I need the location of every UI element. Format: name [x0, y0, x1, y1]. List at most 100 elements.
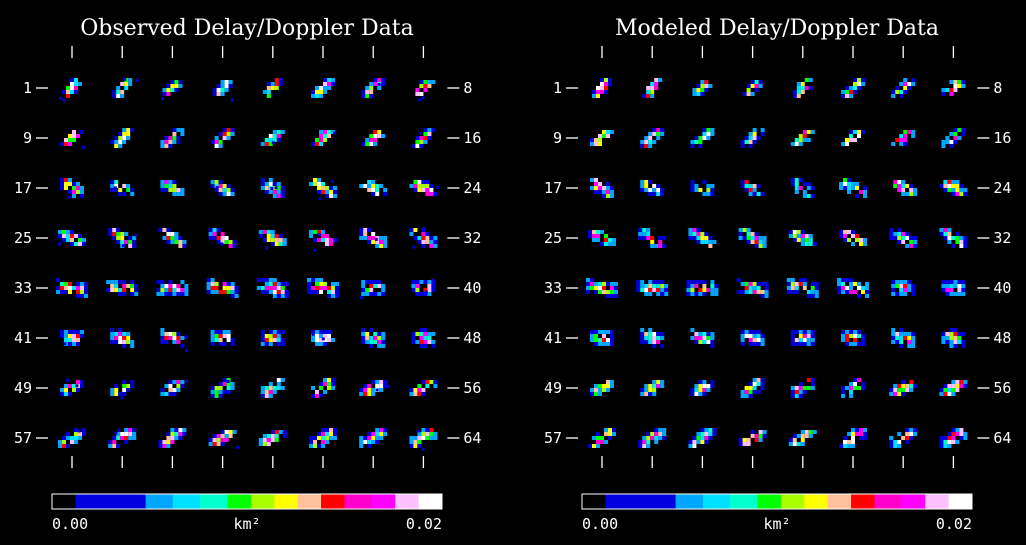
image-pixel [648, 180, 653, 184]
delay-doppler-image [642, 78, 663, 98]
image-pixel [220, 92, 225, 96]
colorbar-swatch [675, 494, 704, 509]
image-pixel [590, 334, 594, 338]
image-pixel [164, 144, 169, 148]
row-label-left: 33 [544, 279, 562, 297]
image-pixel [122, 388, 127, 392]
delay-doppler-image [58, 428, 86, 448]
image-pixel [845, 90, 849, 94]
image-pixel [365, 86, 370, 90]
image-pixel [594, 290, 598, 294]
image-pixel [636, 280, 641, 284]
image-pixel [953, 88, 958, 92]
image-pixel [762, 236, 767, 240]
image-pixel [174, 236, 179, 240]
image-pixel [750, 92, 755, 96]
image-pixel [742, 442, 747, 446]
image-pixel [323, 130, 327, 134]
image-pixel [756, 378, 761, 382]
image-pixel [594, 186, 598, 190]
image-pixel [947, 440, 952, 444]
image-pixel [168, 392, 173, 396]
image-pixel [951, 244, 956, 248]
noise-pixel [311, 332, 315, 336]
image-pixel [750, 84, 755, 88]
image-pixel [656, 284, 661, 288]
image-pixel [415, 292, 420, 296]
image-pixel [608, 238, 612, 242]
image-pixel [752, 338, 757, 342]
image-pixel [843, 230, 847, 234]
image-pixel [662, 236, 667, 240]
image-pixel [383, 384, 388, 388]
image-pixel [266, 86, 271, 90]
image-pixel [311, 94, 315, 98]
image-pixel [315, 338, 319, 342]
image-pixel [640, 340, 645, 344]
delay-doppler-image [409, 428, 438, 451]
image-pixel [899, 280, 904, 284]
image-pixel [419, 84, 424, 88]
image-pixel [758, 430, 763, 434]
image-pixel [359, 184, 364, 188]
image-pixel [268, 282, 273, 286]
image-pixel [170, 84, 175, 88]
image-pixel [60, 178, 64, 182]
image-pixel [114, 180, 119, 184]
image-pixel [748, 144, 753, 148]
image-pixel [702, 380, 707, 384]
image-pixel [160, 280, 165, 284]
image-pixel [788, 234, 793, 238]
delay-doppler-image [939, 228, 968, 248]
image-pixel [226, 382, 231, 386]
image-pixel [172, 188, 177, 192]
image-pixel [268, 342, 273, 346]
image-pixel [180, 280, 185, 284]
image-pixel [614, 282, 618, 286]
image-pixel [710, 380, 715, 384]
image-pixel [276, 382, 281, 386]
noise-pixel [431, 278, 435, 282]
image-pixel [748, 334, 753, 338]
image-pixel [423, 340, 428, 344]
delay-doppler-image [939, 380, 968, 396]
image-pixel [331, 378, 335, 382]
image-pixel [258, 234, 263, 238]
image-pixel [662, 436, 667, 440]
image-pixel [116, 240, 121, 244]
image-pixel [110, 188, 115, 192]
image-pixel [644, 184, 649, 188]
image-pixel [861, 130, 865, 134]
delay-doppler-image [409, 180, 440, 196]
image-pixel [118, 192, 123, 196]
image-pixel [694, 136, 699, 140]
image-pixel [425, 384, 430, 388]
noise-pixel [135, 78, 139, 82]
image-pixel [72, 194, 76, 198]
image-pixel [802, 334, 807, 338]
image-pixel [710, 288, 715, 292]
image-pixel [220, 240, 225, 244]
image-pixel [845, 290, 849, 294]
image-pixel [411, 144, 416, 148]
image-pixel [82, 428, 86, 432]
image-pixel [760, 192, 765, 196]
image-pixel [160, 340, 165, 344]
image-pixel [798, 178, 803, 182]
colorbar-swatch [827, 494, 852, 509]
image-pixel [845, 86, 849, 90]
image-pixel [951, 184, 956, 188]
image-pixel [740, 334, 745, 338]
image-pixel [315, 286, 319, 290]
image-pixel [264, 138, 269, 142]
image-pixel [748, 282, 753, 286]
observed-colorbar: 0.00 km² 0.02 [51, 493, 443, 533]
image-pixel [110, 340, 115, 344]
image-pixel [897, 240, 902, 244]
image-pixel [590, 178, 594, 182]
image-pixel [361, 288, 366, 292]
image-pixel [172, 184, 177, 188]
image-pixel [939, 436, 944, 440]
image-pixel [230, 290, 235, 294]
image-pixel [604, 82, 608, 86]
